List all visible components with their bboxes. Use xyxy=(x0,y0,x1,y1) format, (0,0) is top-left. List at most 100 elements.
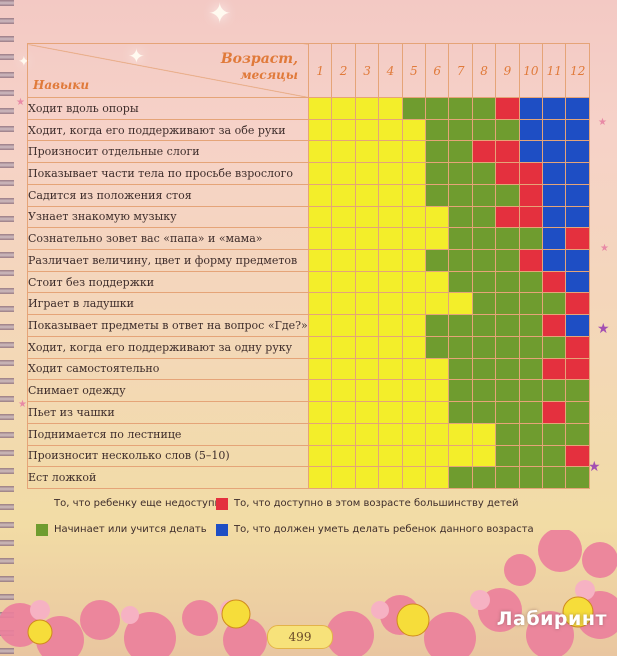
table-row: Ходит, когда его поддерживают за одну ру… xyxy=(27,335,590,359)
grid-cell xyxy=(354,162,380,185)
grid-cell xyxy=(495,227,520,251)
grid-cell xyxy=(518,314,544,337)
grid-cell xyxy=(354,292,380,316)
grid-cell xyxy=(354,379,380,403)
grid-cell xyxy=(331,118,356,142)
legend-learning-text: Начинает или учится делать xyxy=(54,524,207,535)
grid-cell xyxy=(565,357,590,381)
grid-cell xyxy=(471,335,497,359)
grid-cell xyxy=(354,357,380,381)
grid-cell xyxy=(495,401,520,424)
grid-cell xyxy=(565,335,590,359)
grid-cell xyxy=(331,379,356,403)
month-header: 5 xyxy=(401,43,427,98)
grid-cell xyxy=(471,422,497,446)
grid-cell xyxy=(495,292,520,316)
grid-cell xyxy=(518,422,544,446)
grid-cell xyxy=(401,140,427,164)
grid-cell xyxy=(307,466,333,489)
grid-cell xyxy=(565,183,590,207)
table-row: Пьет из чашки xyxy=(27,401,590,424)
grid-cell xyxy=(378,183,403,207)
grid-cell xyxy=(331,335,356,359)
grid-cell xyxy=(565,314,590,337)
star-icon: ★ xyxy=(16,97,25,108)
grid-cell xyxy=(378,357,403,381)
grid-cell xyxy=(307,422,333,446)
grid-cell xyxy=(448,270,473,294)
grid-cell xyxy=(354,401,380,424)
table-row: Произносит несколько слов (5–10) xyxy=(27,444,590,468)
grid-cell xyxy=(448,205,473,229)
grid-cell xyxy=(565,249,590,272)
grid-cell xyxy=(495,249,520,272)
grid-cell xyxy=(331,422,356,446)
skill-label: Стоит без поддержки xyxy=(27,270,309,294)
grid-cell xyxy=(354,249,380,272)
header-corner-cell: Возраст, месяцы Навыки xyxy=(27,43,309,98)
skill-label: Произносит несколько слов (5–10) xyxy=(27,444,309,468)
grid-cell xyxy=(495,162,520,185)
grid-cell xyxy=(495,357,520,381)
grid-cell xyxy=(401,466,427,489)
grid-cell xyxy=(331,249,356,272)
flower-decoration xyxy=(0,530,617,656)
grid-cell xyxy=(518,292,544,316)
table-row: Узнает знакомую музыку xyxy=(27,205,590,229)
skill-label: Показывает предметы в ответ на вопрос «Г… xyxy=(27,314,309,337)
grid-cell xyxy=(542,314,567,337)
grid-cell xyxy=(542,249,567,272)
grid-cell xyxy=(307,401,333,424)
grid-cell xyxy=(354,140,380,164)
table-row: Садится из положения стоя xyxy=(27,183,590,207)
grid-cell xyxy=(565,401,590,424)
grid-cell xyxy=(331,444,356,468)
grid-cell xyxy=(565,205,590,229)
grid-cell xyxy=(542,227,567,251)
development-table: Возраст, месяцы Навыки 1 2 3 4 5 6 7 8 9 10 11 12 Х… xyxy=(27,43,590,489)
table-row: Произносит отдельные слоги xyxy=(27,140,590,164)
month-label: месяцы xyxy=(240,68,298,82)
grid-cell xyxy=(542,270,567,294)
grid-cell xyxy=(401,401,427,424)
grid-cell xyxy=(471,205,497,229)
grid-cell xyxy=(565,379,590,403)
grid-cell xyxy=(307,444,333,468)
grid-cell xyxy=(401,335,427,359)
grid-cell xyxy=(354,270,380,294)
grid-cell xyxy=(378,379,403,403)
grid-cell xyxy=(518,249,544,272)
grid-cell xyxy=(495,422,520,446)
grid-cell xyxy=(378,466,403,489)
spiral-binding xyxy=(0,0,14,656)
star-icon: ★ xyxy=(598,117,607,128)
grid-cell xyxy=(542,292,567,316)
grid-cell xyxy=(425,249,450,272)
grid-cell xyxy=(425,183,450,207)
grid-cell xyxy=(565,292,590,316)
month-header: 11 xyxy=(542,43,567,98)
grid-cell xyxy=(401,444,427,468)
grid-cell xyxy=(354,314,380,337)
grid-cell xyxy=(448,292,473,316)
grid-cell xyxy=(354,97,380,120)
grid-cell xyxy=(378,401,403,424)
grid-cell xyxy=(354,444,380,468)
skill-label: Пьет из чашки xyxy=(27,401,309,424)
grid-cell xyxy=(471,140,497,164)
legend: То, что ребенку еще недоступно То, что д… xyxy=(36,498,534,536)
table-header-row: Возраст, месяцы Навыки 1 2 3 4 5 6 7 8 9 10 11 12 xyxy=(27,43,590,98)
grid-cell xyxy=(471,270,497,294)
grid-cell xyxy=(542,444,567,468)
grid-cell xyxy=(495,183,520,207)
grid-cell xyxy=(307,357,333,381)
grid-cell xyxy=(354,466,380,489)
grid-cell xyxy=(565,422,590,446)
grid-cell xyxy=(331,314,356,337)
grid-cell xyxy=(401,118,427,142)
grid-cell xyxy=(542,466,567,489)
legend-must-do-text: То, что должен уметь делать ребенок данн… xyxy=(234,524,534,535)
age-label: Возраст, xyxy=(220,51,298,67)
month-header: 8 xyxy=(471,43,497,98)
grid-cell xyxy=(565,270,590,294)
